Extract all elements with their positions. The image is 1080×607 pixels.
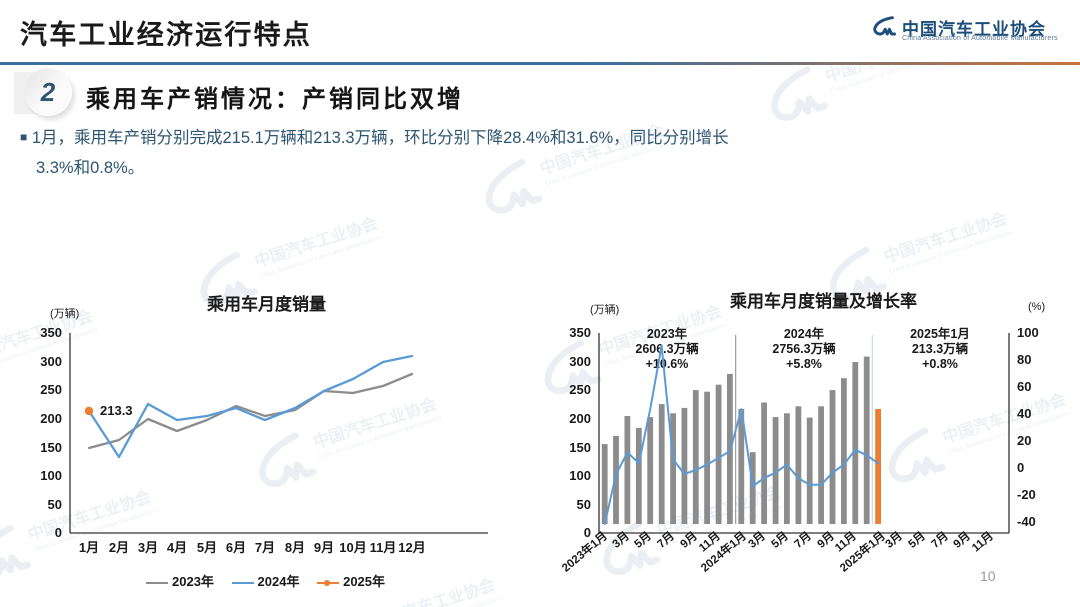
svg-text:2024年: 2024年 — [784, 326, 825, 341]
svg-text:150: 150 — [569, 440, 591, 455]
svg-text:+5.8%: +5.8% — [786, 357, 822, 371]
svg-text:2606.3万辆: 2606.3万辆 — [635, 341, 699, 356]
svg-text:11月: 11月 — [370, 540, 397, 555]
svg-text:213.3: 213.3 — [100, 403, 133, 418]
svg-text:80: 80 — [1017, 352, 1031, 367]
svg-text:8月: 8月 — [285, 540, 305, 555]
svg-text:2023年: 2023年 — [647, 326, 688, 341]
svg-text:200: 200 — [569, 411, 591, 426]
svg-text:-40: -40 — [1017, 514, 1036, 529]
svg-text:150: 150 — [40, 440, 62, 455]
svg-text:5月: 5月 — [197, 540, 217, 555]
svg-text:200: 200 — [40, 411, 62, 426]
svg-text:7月: 7月 — [255, 540, 275, 555]
svg-text:+10.6%: +10.6% — [646, 357, 689, 371]
svg-text:20: 20 — [1017, 433, 1031, 448]
svg-text:100: 100 — [569, 468, 591, 483]
svg-text:10月: 10月 — [339, 540, 366, 555]
svg-text:213.3万辆: 213.3万辆 — [912, 341, 969, 356]
svg-text:250: 250 — [569, 382, 591, 397]
svg-text:100: 100 — [1017, 325, 1039, 340]
svg-text:50: 50 — [577, 497, 591, 512]
svg-text:2756.3万辆: 2756.3万辆 — [772, 341, 836, 356]
svg-text:2月: 2月 — [109, 540, 129, 555]
svg-text:4月: 4月 — [167, 540, 187, 555]
svg-text:0: 0 — [55, 525, 62, 540]
svg-text:2025年1月: 2025年1月 — [910, 326, 970, 341]
svg-text:-20: -20 — [1017, 487, 1036, 502]
svg-text:3月: 3月 — [138, 540, 158, 555]
svg-text:100: 100 — [40, 468, 62, 483]
svg-text:+0.8%: +0.8% — [922, 357, 958, 371]
svg-text:0: 0 — [1017, 460, 1024, 475]
svg-text:1月: 1月 — [79, 540, 99, 555]
svg-text:6月: 6月 — [226, 540, 246, 555]
svg-text:350: 350 — [40, 325, 62, 340]
svg-text:40: 40 — [1017, 406, 1031, 421]
svg-text:0: 0 — [584, 525, 591, 540]
svg-text:250: 250 — [40, 382, 62, 397]
svg-text:300: 300 — [40, 354, 62, 369]
svg-text:300: 300 — [569, 354, 591, 369]
svg-text:9月: 9月 — [314, 540, 334, 555]
svg-text:350: 350 — [569, 325, 591, 340]
svg-text:60: 60 — [1017, 379, 1031, 394]
svg-text:50: 50 — [48, 497, 62, 512]
svg-text:12月: 12月 — [398, 540, 425, 555]
